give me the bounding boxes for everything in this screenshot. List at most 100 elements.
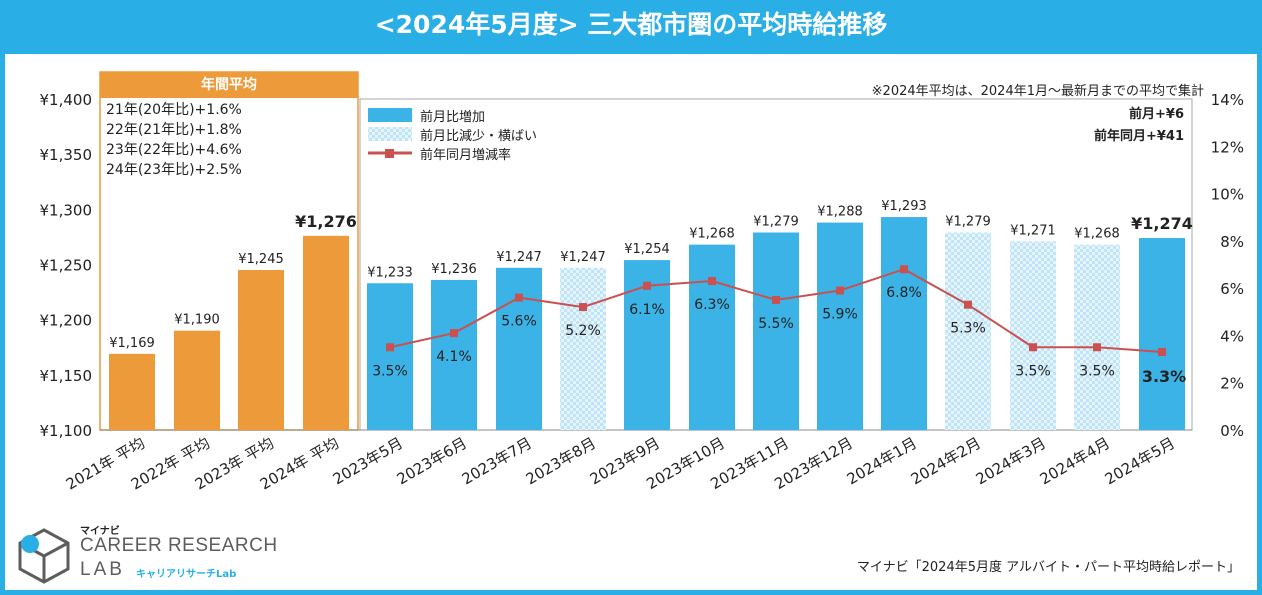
- x-category-label: 2024年3月: [973, 434, 1049, 488]
- logo-brand: マイナビ: [80, 526, 120, 537]
- logo-line3: キャリアリサーチLab: [136, 569, 237, 580]
- yoy-rate-label: 3.5%: [1015, 363, 1051, 379]
- y2-tick-label: 4%: [1220, 327, 1244, 345]
- source-credit: マイナビ「2024年5月度 アルバイト・パート平均時給レポート」: [856, 560, 1240, 575]
- x-category-label: 2023年6月: [394, 434, 470, 488]
- bar: [109, 353, 155, 430]
- bar: [817, 222, 863, 430]
- logo-line1: CAREER RESEARCH: [80, 535, 278, 556]
- chart-title: <2024年5月度> 三大都市圏の平均時給推移: [374, 10, 888, 39]
- bar: [689, 244, 735, 430]
- yoy-rate-label: 5.9%: [822, 307, 858, 323]
- y-tick-label: ¥1,400: [40, 91, 93, 109]
- x-category-label: 2024年5月: [1102, 434, 1178, 488]
- yoy-rate-label: 5.3%: [950, 321, 986, 337]
- bar: [303, 235, 349, 430]
- yoy-rate-marker: [900, 265, 908, 274]
- bar-value-label: ¥1,190: [174, 313, 220, 328]
- y-tick-label: ¥1,250: [40, 257, 93, 275]
- y2-tick-label: 2%: [1220, 375, 1244, 393]
- y2-tick-label: 8%: [1220, 233, 1244, 251]
- yoy-change: 前年同月+¥41: [1093, 129, 1184, 144]
- change-summary: 前月+¥6 前年同月+¥41: [1094, 104, 1184, 148]
- yoy-rate-marker: [1029, 343, 1037, 352]
- bar-value-label: ¥1,279: [945, 215, 991, 230]
- bar: [174, 330, 220, 430]
- yoy-rate-marker: [515, 293, 523, 302]
- yoy-rate-marker: [1158, 347, 1166, 356]
- y2-tick-label: 6%: [1220, 280, 1244, 298]
- bar-value-label: ¥1,271: [1010, 223, 1056, 238]
- yoy-rate-label: 6.1%: [629, 302, 665, 318]
- yoy-rate-marker: [579, 303, 587, 312]
- yoy-rate-marker: [450, 329, 458, 338]
- y-tick-label: ¥1,100: [40, 422, 93, 440]
- bar: [1010, 241, 1056, 430]
- yoy-rate-label: 5.6%: [501, 314, 537, 330]
- annual-note: 23年(22年比)+4.6%: [106, 142, 242, 158]
- yoy-rate-label: 3.5%: [372, 363, 408, 379]
- yoy-rate-label: 5.5%: [758, 316, 794, 332]
- legend-marker: [385, 149, 394, 158]
- yoy-rate-label: 6.8%: [886, 285, 922, 301]
- bar: [238, 270, 284, 430]
- x-category-label: 2024年4月: [1037, 434, 1113, 488]
- annual-note: 24年(23年比)+2.5%: [106, 162, 242, 178]
- bar-value-label: ¥1,268: [689, 227, 735, 242]
- annual-average-header: 年間平均: [100, 72, 358, 98]
- yoy-rate-marker: [708, 277, 716, 286]
- legend-swatch: [368, 108, 412, 122]
- bar-value-label: ¥1,293: [881, 199, 927, 214]
- yoy-rate-marker: [964, 300, 972, 309]
- legend-label: 前月比減少・横ばい: [420, 128, 537, 144]
- bar: [753, 232, 799, 430]
- y2-tick-label: 14%: [1211, 91, 1244, 109]
- yoy-rate-marker: [386, 343, 394, 352]
- bar: [496, 267, 542, 430]
- bar-value-label: ¥1,236: [431, 262, 477, 277]
- bar-value-label: ¥1,279: [753, 215, 799, 230]
- career-research-lab-logo: マイナビ CAREER RESEARCH LAB キャリアリサーチLab: [14, 522, 294, 584]
- x-category-label: 2024年2月: [908, 434, 984, 488]
- bar: [881, 217, 927, 430]
- bar-value-label: ¥1,254: [624, 242, 670, 257]
- x-category-label: 2023年5月: [330, 434, 406, 488]
- yoy-rate-label: 6.3%: [694, 297, 730, 313]
- y-tick-label: ¥1,350: [40, 146, 93, 164]
- bar-value-label: ¥1,245: [238, 252, 284, 267]
- yoy-rate-marker: [836, 286, 844, 295]
- average-note: ※2024年平均は、2024年1月～最新月までの平均で集計: [871, 84, 1204, 99]
- bar: [367, 283, 413, 430]
- y-tick-label: ¥1,150: [40, 367, 93, 385]
- annual-note: 22年(21年比)+1.8%: [106, 122, 242, 138]
- bar: [431, 279, 477, 430]
- legend-label: 前月比増加: [420, 109, 485, 125]
- legend-label: 前年同月増減率: [420, 147, 511, 163]
- bar-value-label: ¥1,276: [295, 212, 357, 231]
- logo-line2: LAB: [80, 559, 125, 580]
- mom-change: 前月+¥6: [1129, 107, 1184, 122]
- y2-tick-label: 12%: [1211, 138, 1244, 156]
- bar-value-label: ¥1,268: [1074, 227, 1120, 242]
- y2-tick-label: 0%: [1220, 422, 1244, 440]
- bar-value-label: ¥1,274: [1131, 214, 1193, 233]
- bar: [560, 267, 606, 430]
- cube-logo-icon: [18, 528, 70, 584]
- bar: [1074, 244, 1120, 430]
- yoy-rate-marker: [643, 281, 651, 290]
- yoy-rate-marker: [1093, 343, 1101, 352]
- bar-value-label: ¥1,288: [817, 205, 863, 220]
- x-category-label: 2023年8月: [523, 434, 599, 488]
- yoy-rate-label: 5.2%: [565, 323, 601, 339]
- legend-swatch: [368, 127, 412, 141]
- bar-value-label: ¥1,247: [496, 250, 542, 265]
- yoy-rate-label: 3.5%: [1079, 363, 1115, 379]
- yoy-rate-label: 4.1%: [436, 349, 472, 365]
- bar-value-label: ¥1,247: [560, 250, 606, 265]
- bar: [1139, 238, 1185, 430]
- annual-note: 21年(20年比)+1.6%: [106, 102, 242, 118]
- yoy-rate-label: 3.3%: [1142, 367, 1186, 386]
- y-tick-label: ¥1,200: [40, 312, 93, 330]
